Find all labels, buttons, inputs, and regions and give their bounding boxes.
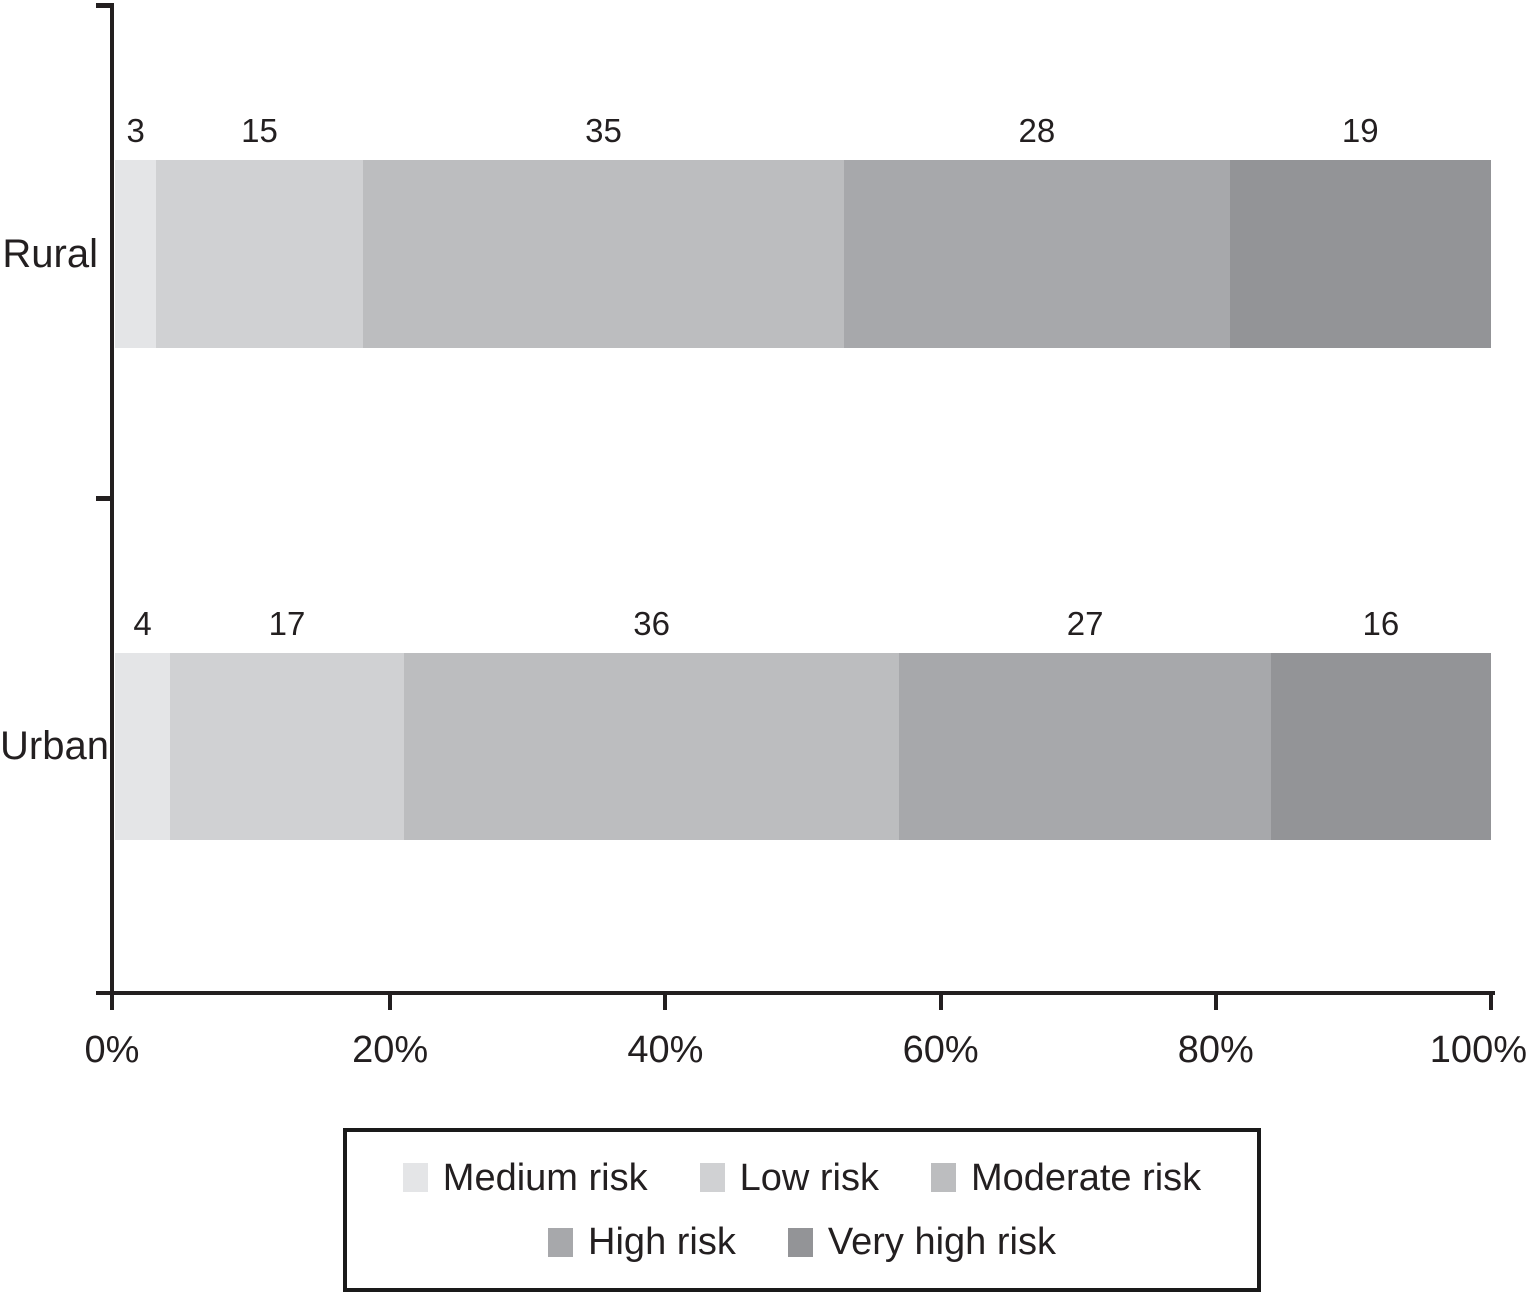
x-tick-80 (1213, 995, 1218, 1010)
category-label-rural: Rural (2, 232, 98, 276)
legend-label-medium-risk: Medium risk (442, 1156, 648, 1199)
x-tick-0 (110, 995, 114, 1010)
x-axis-line (96, 991, 1495, 995)
value-label-rural-high-risk: 28 (1018, 112, 1056, 149)
x-tick-label-100: 100% (1429, 1029, 1527, 1071)
legend-swatch-moderate-risk (930, 1163, 956, 1193)
value-label-rural-medium-risk: 3 (126, 112, 145, 149)
x-tick-label-80: 80% (1177, 1029, 1254, 1071)
x-tick-20 (388, 995, 393, 1010)
segment-urban-high-risk (899, 653, 1271, 840)
x-tick-60 (938, 995, 943, 1010)
value-label-urban-very-high-risk: 16 (1362, 605, 1400, 642)
segment-rural-moderate-risk (362, 160, 845, 348)
x-tick-label-20: 20% (352, 1029, 429, 1071)
value-label-urban-low-risk: 17 (268, 605, 306, 642)
x-tick-label-0: 0% (84, 1029, 140, 1071)
segment-rural-medium-risk (115, 160, 157, 348)
legend-row-1: Medium risk Low risk Moderate risk (402, 1156, 1202, 1199)
value-label-urban-moderate-risk: 36 (633, 605, 670, 642)
legend-item-moderate-risk: Moderate risk (930, 1156, 1202, 1199)
legend-item-very-high-risk: Very high risk (787, 1221, 1056, 1264)
y-axis-category-tick (96, 496, 114, 501)
legend-swatch-high-risk (548, 1227, 574, 1257)
legend-swatch-low-risk (699, 1163, 725, 1193)
x-tick-40 (663, 995, 668, 1010)
legend-label-high-risk: High risk (588, 1221, 736, 1264)
legend-item-low-risk: Low risk (699, 1156, 879, 1199)
segment-urban-very-high-risk (1270, 653, 1491, 840)
legend-row-2: High risk Very high risk (548, 1223, 1056, 1261)
legend-label-moderate-risk: Moderate risk (970, 1156, 1202, 1199)
legend-swatch-very-high-risk (787, 1227, 813, 1257)
segment-rural-high-risk (844, 160, 1230, 348)
category-label-urban: Urban (0, 724, 109, 768)
x-tick-label-60: 60% (902, 1029, 979, 1071)
value-label-rural-very-high-risk: 19 (1341, 112, 1379, 149)
y-axis-top-tick (96, 3, 114, 8)
value-label-urban-medium-risk: 4 (133, 605, 152, 642)
legend-label-low-risk: Low risk (739, 1156, 879, 1199)
bar-urban (115, 653, 1491, 840)
x-tick-100 (1489, 995, 1493, 1010)
value-label-rural-low-risk: 15 (241, 112, 278, 149)
legend-item-medium-risk: Medium risk (402, 1156, 648, 1199)
segment-urban-moderate-risk (403, 653, 900, 840)
x-tick-label-40: 40% (627, 1029, 704, 1071)
segment-rural-very-high-risk (1229, 160, 1491, 348)
legend-box: Medium risk Low risk Moderate risk High ris… (343, 1128, 1261, 1292)
legend-swatch-medium-risk (402, 1163, 428, 1193)
bar-rural (115, 160, 1491, 348)
value-label-rural-moderate-risk: 35 (585, 112, 622, 149)
segment-urban-low-risk (170, 653, 404, 840)
segment-urban-medium-risk (115, 653, 171, 840)
legend-label-very-high-risk: Very high risk (827, 1221, 1056, 1264)
segment-rural-low-risk (156, 160, 363, 348)
value-label-urban-high-risk: 27 (1066, 605, 1104, 642)
legend-item-high-risk: High risk (548, 1223, 736, 1261)
